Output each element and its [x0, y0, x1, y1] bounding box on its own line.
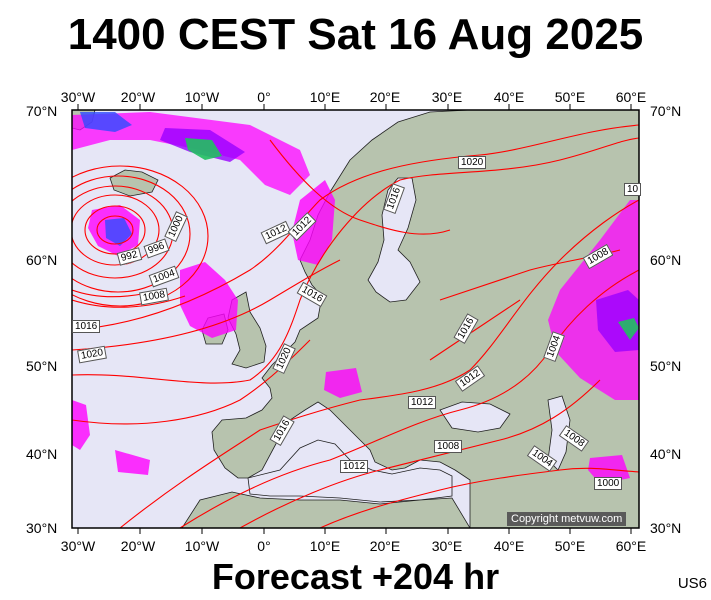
lon-label: 30°W: [60, 89, 96, 105]
isobar: [319, 467, 639, 528]
lon-label: 20°W: [120, 538, 156, 554]
isobar: [96, 215, 134, 245]
isobar: [72, 194, 160, 266]
lon-label: 60°E: [615, 89, 647, 105]
lat-label: 30°N: [650, 520, 682, 536]
lon-label: 30°W: [60, 538, 96, 554]
lon-label: 60°E: [615, 538, 647, 554]
lon-label: 0°: [257, 538, 271, 554]
lat-label: 50°N: [650, 358, 682, 374]
map-title: 1400 CEST Sat 16 Aug 2025: [67, 10, 644, 59]
isobars: [72, 124, 639, 528]
isobar: [179, 269, 639, 528]
precip-band: [80, 112, 132, 132]
lat-label: 70°N: [650, 103, 682, 119]
lat-label: 30°N: [26, 520, 58, 536]
isobar-label: 10: [624, 183, 642, 196]
isobar: [119, 199, 639, 528]
forecast-subtitle: Forecast +204 hr: [211, 556, 500, 597]
lon-label: 40°E: [493, 89, 525, 105]
lat-label: 70°N: [26, 103, 58, 119]
isobar: [72, 137, 639, 384]
lat-label: 40°N: [26, 446, 58, 462]
lon-label: 30°E: [431, 538, 463, 554]
isobar: [239, 379, 601, 528]
frame-ticks: [77, 104, 632, 534]
isobar-label: 1008: [434, 440, 463, 453]
lon-label: 20°E: [369, 538, 401, 554]
copyright-badge: Copyright metvuw.com: [507, 512, 627, 526]
lon-label: 0°: [257, 89, 271, 105]
isobar: [72, 124, 639, 331]
model-code: US6: [677, 575, 707, 592]
lat-label: 60°N: [650, 252, 682, 268]
precip-band: [115, 450, 150, 475]
water-caspian: [547, 395, 571, 471]
land-north-africa: [181, 491, 471, 528]
lon-label: 10°E: [309, 89, 341, 105]
lat-label: 60°N: [26, 252, 58, 268]
precip-band: [618, 318, 639, 340]
precip-band: [72, 112, 310, 195]
lon-label: 30°E: [431, 89, 463, 105]
precip-band: [72, 400, 90, 450]
map-frame: [71, 109, 640, 529]
isobar-label: 1020: [458, 156, 487, 169]
precip-band: [180, 262, 238, 338]
precip-low-center: [105, 218, 132, 246]
lon-label: 50°E: [554, 89, 586, 105]
land-great-britain: [227, 291, 267, 369]
isobar: [269, 139, 451, 235]
isobar: [84, 205, 146, 255]
lat-label: 50°N: [26, 358, 58, 374]
lon-label: 40°E: [493, 538, 525, 554]
lon-label: 50°E: [554, 538, 586, 554]
isobar-label: 1012: [340, 460, 369, 473]
lon-label: 20°W: [120, 89, 156, 105]
lon-label: 10°W: [184, 89, 220, 105]
water-black-sea: [439, 401, 511, 433]
lon-label: 10°E: [309, 538, 341, 554]
isobar-label: 1016: [72, 320, 101, 333]
isobar: [429, 299, 521, 361]
isobar: [72, 165, 209, 307]
isobar: [72, 295, 186, 308]
precip-band: [324, 368, 362, 398]
precip-band: [185, 138, 222, 160]
lon-label: 10°W: [184, 538, 220, 554]
lon-label: 20°E: [369, 89, 401, 105]
water-baltic: [367, 177, 421, 303]
lat-label: 40°N: [650, 446, 682, 462]
isobar: [72, 259, 341, 351]
isobar-label: 1000: [594, 477, 623, 490]
isobar-label: 1012: [408, 396, 437, 409]
isobar: [72, 175, 191, 293]
